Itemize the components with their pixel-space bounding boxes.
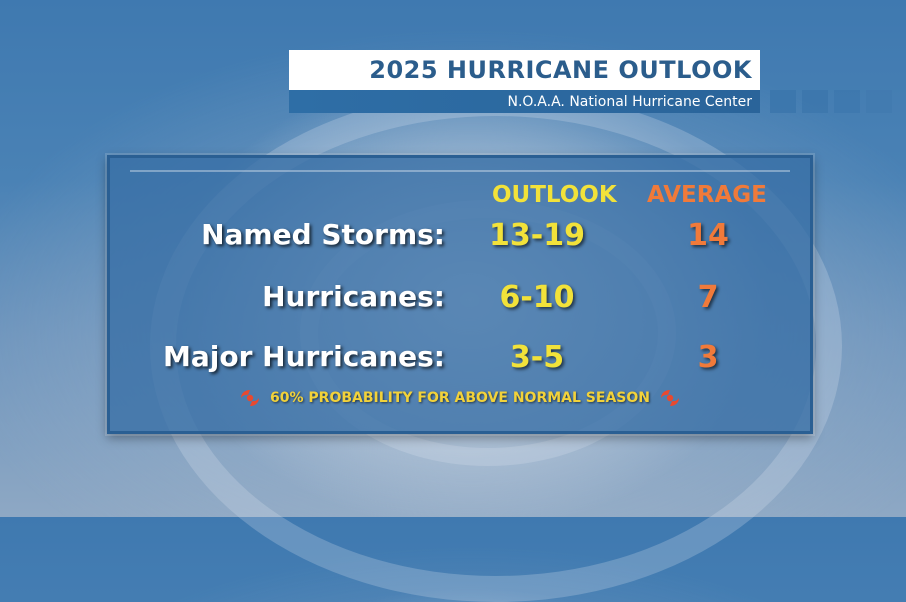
row-average-major-hurricanes: 3 (697, 340, 719, 375)
row-outlook-named-storms: 13-19 (489, 218, 585, 253)
row-label-named-storms: Named Storms: (201, 218, 445, 251)
column-header-average: AVERAGE (647, 182, 767, 208)
probability-note: 60% PROBABILITY FOR ABOVE NORMAL SEASON (110, 386, 810, 410)
deco-square (866, 90, 892, 113)
probability-text: 60% PROBABILITY FOR ABOVE NORMAL SEASON (270, 390, 650, 406)
row-average-hurricanes: 7 (697, 280, 719, 315)
deco-square (770, 90, 796, 113)
deco-square (802, 90, 828, 113)
hurricane-icon (660, 390, 679, 406)
subtitle-bar: N.O.A.A. National Hurricane Center (289, 90, 760, 113)
row-outlook-major-hurricanes: 3-5 (509, 340, 565, 375)
column-header-outlook: OUTLOOK (492, 182, 617, 208)
row-average-named-storms: 14 (687, 218, 729, 253)
outlook-panel: OUTLOOK AVERAGE Named Storms: 13-19 14 H… (107, 155, 813, 434)
title-bar: 2025 HURRICANE OUTLOOK (289, 50, 760, 90)
hurricane-icon (241, 390, 260, 406)
panel-divider (130, 170, 790, 172)
decorative-squares (770, 90, 892, 113)
row-outlook-hurricanes: 6-10 (499, 280, 575, 315)
page-subtitle: N.O.A.A. National Hurricane Center (507, 93, 752, 110)
row-label-major-hurricanes: Major Hurricanes: (162, 340, 445, 373)
row-label-hurricanes: Hurricanes: (262, 280, 445, 313)
deco-square (834, 90, 860, 113)
page-title: 2025 HURRICANE OUTLOOK (369, 56, 752, 84)
header: 2025 HURRICANE OUTLOOK N.O.A.A. National… (289, 50, 760, 113)
